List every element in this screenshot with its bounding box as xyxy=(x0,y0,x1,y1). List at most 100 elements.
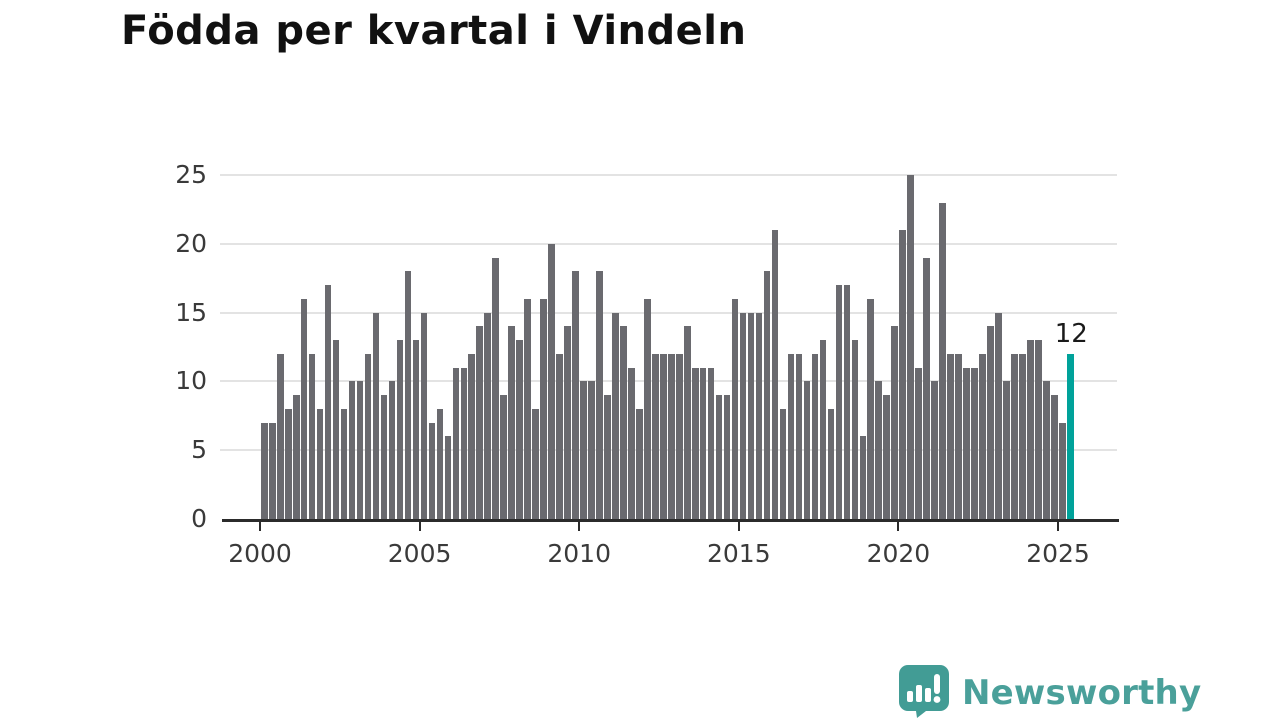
quarter-bar xyxy=(508,326,515,519)
quarter-bar xyxy=(628,367,635,519)
quarter-bar xyxy=(707,367,715,519)
quarter-bar xyxy=(715,395,723,519)
quarter-bar xyxy=(979,353,986,519)
quarter-bar xyxy=(779,408,787,519)
quarter-bar xyxy=(364,353,372,519)
gridline-y-25 xyxy=(220,174,1117,176)
quarter-bar xyxy=(763,271,771,519)
quarter-bar xyxy=(987,326,994,519)
x-axis-label-2005: 2005 xyxy=(387,539,452,568)
gridline-y-15 xyxy=(220,311,1117,314)
gridline-y-20 xyxy=(220,242,1117,245)
quarter-bar xyxy=(771,230,779,519)
quarter-bar xyxy=(683,326,691,519)
quarter-bar xyxy=(276,353,284,519)
quarter-bar xyxy=(572,271,579,519)
quarter-bar xyxy=(699,367,707,519)
quarter-bar xyxy=(819,340,827,519)
quarter-bar xyxy=(612,312,619,519)
quarter-bar xyxy=(971,367,978,519)
quarter-bar xyxy=(388,381,396,519)
quarter-bar xyxy=(588,381,595,519)
quarter-bar xyxy=(636,408,643,519)
quarter-bar xyxy=(596,271,603,519)
quarter-bar xyxy=(827,408,835,519)
quarter-bar xyxy=(867,298,875,519)
quarter-bar xyxy=(723,395,731,519)
x-axis-label-2015: 2015 xyxy=(706,539,771,568)
quarter-bar xyxy=(1027,340,1034,519)
quarter-bar xyxy=(731,298,739,519)
quarter-bar xyxy=(316,408,324,519)
quarter-bar xyxy=(652,353,659,519)
quarter-bar xyxy=(324,285,332,519)
quarter-bar xyxy=(356,381,364,519)
quarter-bar xyxy=(460,367,468,519)
x-tick-2000 xyxy=(259,522,261,531)
quarter-bar xyxy=(931,381,938,519)
quarter-bar xyxy=(468,353,476,519)
y-axis-label-5: 5 xyxy=(191,435,207,465)
quarter-bar xyxy=(843,285,851,519)
y-axis-label-25: 25 xyxy=(175,160,207,189)
quarter-bar xyxy=(1043,381,1050,519)
quarter-bar xyxy=(412,340,420,519)
quarter-bar xyxy=(308,353,316,519)
newsworthy-wordmark: Newsworthy xyxy=(962,673,1202,713)
quarter-bar xyxy=(747,312,755,519)
quarter-bar xyxy=(883,395,891,519)
quarter-bar xyxy=(667,353,675,519)
quarter-bar xyxy=(556,353,563,519)
quarter-bar xyxy=(436,408,444,519)
quarter-bar xyxy=(644,298,651,519)
quarter-bar xyxy=(292,395,300,519)
highlighted-latest-quarter-bar xyxy=(1066,353,1074,519)
x-tick-2025 xyxy=(1057,522,1059,531)
quarter-bar xyxy=(548,243,555,519)
quarter-bar xyxy=(915,367,922,519)
latest-value-annotation: 12 xyxy=(1054,318,1088,349)
quarter-bar xyxy=(995,312,1002,519)
quarter-bar xyxy=(396,340,404,519)
quarter-bar xyxy=(492,257,499,519)
quarter-bar xyxy=(261,422,268,519)
quarter-bar xyxy=(835,285,843,519)
quarter-bar xyxy=(484,312,492,519)
quarter-bar xyxy=(1035,340,1042,519)
quarter-bar xyxy=(380,395,388,519)
quarter-bar xyxy=(476,326,484,519)
quarter-bar xyxy=(859,436,867,519)
quarter-bar xyxy=(372,312,380,519)
quarter-bar xyxy=(340,408,348,519)
quarter-bar xyxy=(939,202,946,519)
y-axis-label-0: 0 xyxy=(191,504,207,533)
quarter-bar xyxy=(604,395,611,519)
x-tick-2015 xyxy=(737,522,740,531)
quarter-bar xyxy=(1019,353,1026,519)
x-axis-label-2010: 2010 xyxy=(547,539,611,568)
quarter-bar xyxy=(803,381,811,519)
quarter-bar xyxy=(1059,422,1066,519)
quarter-bar xyxy=(564,326,571,519)
quarter-bar xyxy=(580,381,587,519)
quarter-bar xyxy=(420,312,428,519)
quarter-bar xyxy=(811,353,819,519)
y-axis-label-20: 20 xyxy=(175,228,207,258)
quarter-bar xyxy=(899,230,906,519)
x-axis-line xyxy=(222,519,1119,522)
quarter-bar xyxy=(851,340,859,519)
y-axis-label-10: 10 xyxy=(175,366,207,396)
quarter-bar xyxy=(620,326,627,519)
quarter-bar xyxy=(1051,395,1058,519)
quarter-bar xyxy=(300,298,308,519)
quarter-bar xyxy=(516,340,523,519)
quarter-bar xyxy=(332,340,340,519)
quarter-bar xyxy=(404,271,412,519)
x-tick-2020 xyxy=(897,522,900,531)
quarter-bar xyxy=(524,298,531,519)
quarter-bar xyxy=(923,257,930,519)
quarter-bar xyxy=(795,353,803,519)
quarter-bar xyxy=(452,367,460,519)
quarter-bar xyxy=(348,381,356,519)
